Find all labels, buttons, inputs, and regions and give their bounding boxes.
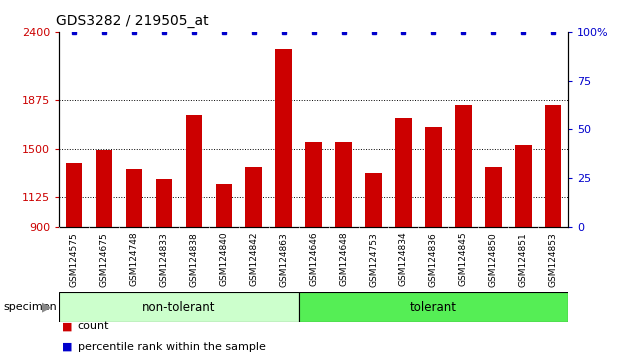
Text: GSM124836: GSM124836 — [429, 232, 438, 286]
Text: GDS3282 / 219505_at: GDS3282 / 219505_at — [57, 14, 209, 28]
Bar — [59, 292, 299, 322]
Text: GSM124575: GSM124575 — [70, 232, 78, 286]
Text: count: count — [78, 321, 109, 331]
Bar — [156, 179, 172, 227]
Bar — [245, 167, 262, 227]
Bar — [276, 49, 292, 227]
Text: GSM124753: GSM124753 — [369, 232, 378, 286]
Text: GSM124834: GSM124834 — [399, 232, 408, 286]
Bar — [545, 104, 561, 227]
Bar — [335, 142, 351, 227]
Bar — [365, 173, 382, 227]
Text: GSM124838: GSM124838 — [189, 232, 198, 286]
Bar — [485, 167, 502, 227]
Bar — [96, 150, 112, 227]
Text: GSM124840: GSM124840 — [219, 232, 229, 286]
Text: GSM124863: GSM124863 — [279, 232, 288, 286]
Text: GSM124833: GSM124833 — [160, 232, 168, 286]
Text: GSM124675: GSM124675 — [99, 232, 109, 286]
Text: GSM124845: GSM124845 — [459, 232, 468, 286]
Text: tolerant: tolerant — [410, 301, 457, 314]
Text: GSM124851: GSM124851 — [519, 232, 528, 286]
Text: GSM124850: GSM124850 — [489, 232, 498, 286]
Bar — [215, 184, 232, 227]
Text: GSM124646: GSM124646 — [309, 232, 318, 286]
Bar — [395, 118, 412, 227]
Text: specimen: specimen — [3, 302, 57, 312]
Bar — [425, 127, 442, 227]
Text: GSM124853: GSM124853 — [549, 232, 558, 286]
Text: percentile rank within the sample: percentile rank within the sample — [78, 342, 266, 352]
Bar — [455, 104, 471, 227]
Text: GSM124748: GSM124748 — [129, 232, 138, 286]
Bar — [299, 292, 568, 322]
Bar — [125, 170, 142, 227]
Text: GSM124648: GSM124648 — [339, 232, 348, 286]
Bar — [306, 142, 322, 227]
Text: non-tolerant: non-tolerant — [142, 301, 215, 314]
Bar — [515, 145, 532, 227]
Text: ▶: ▶ — [42, 301, 52, 314]
Bar — [66, 163, 82, 227]
Bar — [186, 115, 202, 227]
Text: ■: ■ — [62, 321, 73, 331]
Text: GSM124842: GSM124842 — [249, 232, 258, 286]
Text: ■: ■ — [62, 342, 73, 352]
